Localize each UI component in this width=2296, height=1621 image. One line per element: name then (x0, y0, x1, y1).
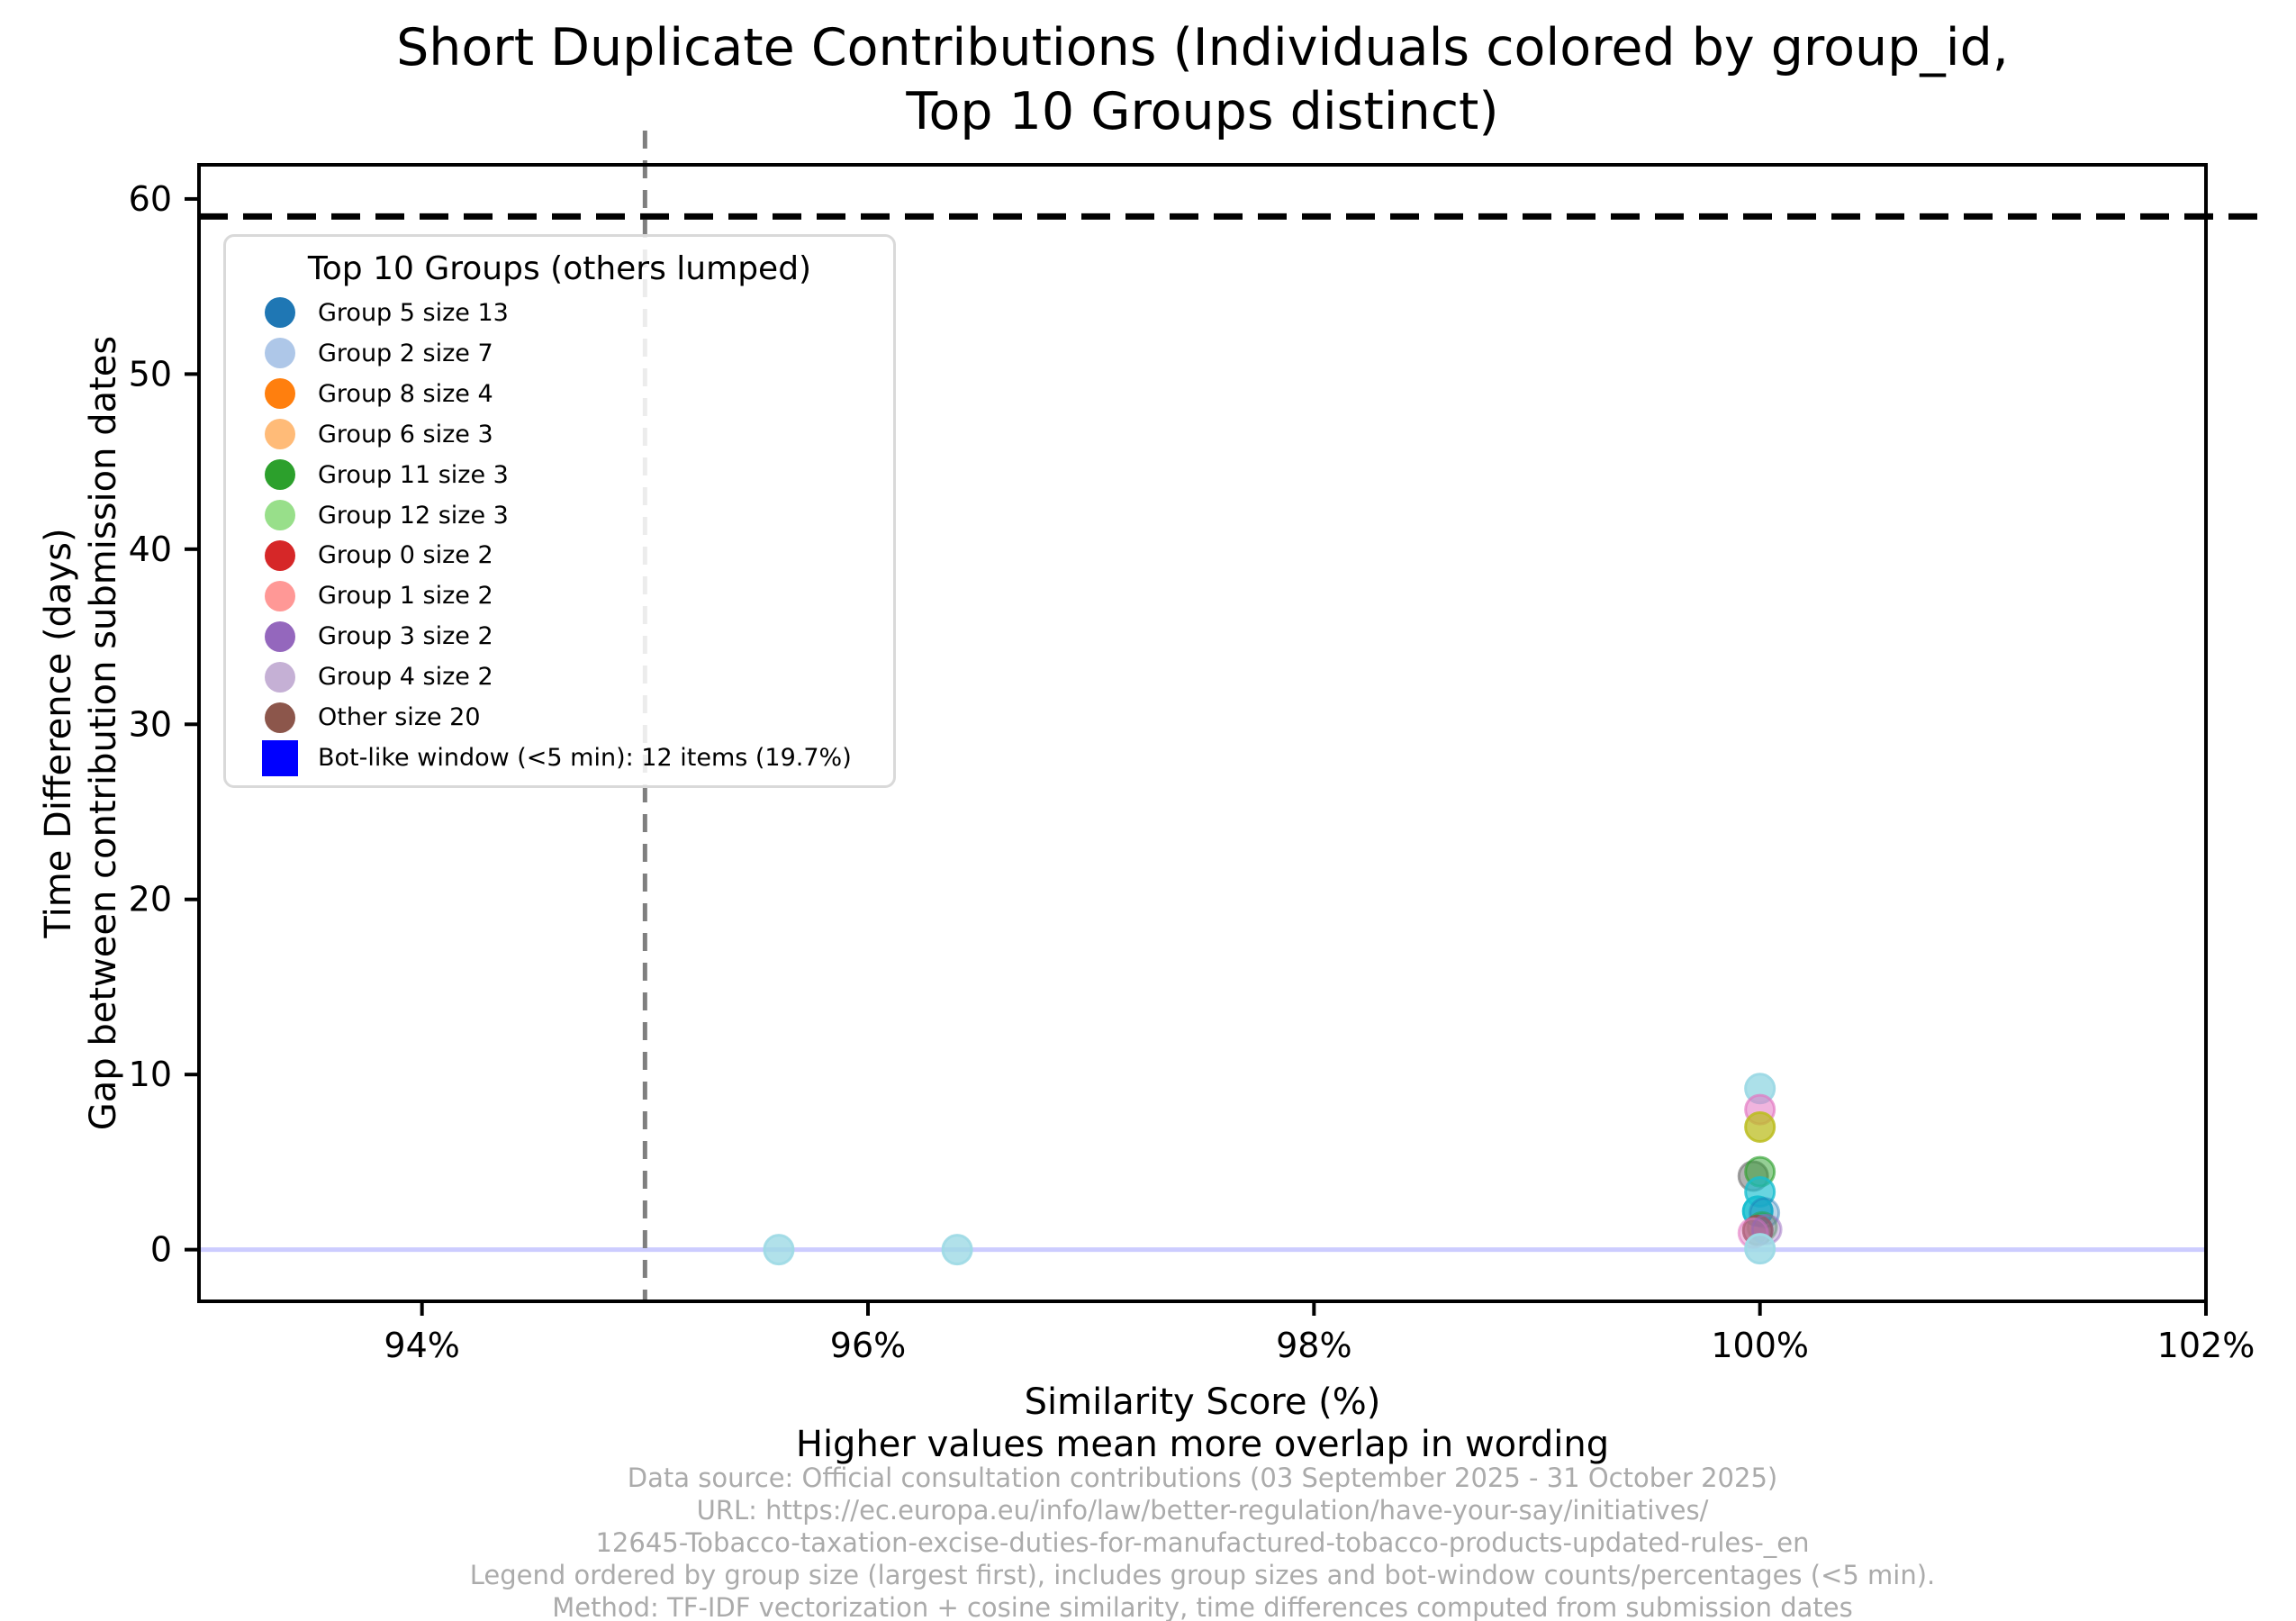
legend-item-label: Group 1 size 2 (318, 582, 493, 611)
legend-swatch-wrap (246, 539, 314, 571)
legend-item: Group 12 size 3 (226, 495, 893, 536)
legend-item-label: Group 12 size 3 (318, 501, 509, 530)
legend-item-label: Other size 20 (318, 703, 481, 732)
footnote-data-source: Data source: Official consultation contr… (627, 1463, 1778, 1493)
legend-swatch-wrap (246, 702, 314, 733)
legend-item-label: Group 3 size 2 (318, 622, 493, 651)
legend-swatch-wrap (246, 739, 314, 776)
scatter-point (763, 1234, 795, 1266)
footnote-method: Method: TF-IDF vectorization + cosine si… (552, 1591, 1853, 1621)
legend-circle-swatch (265, 500, 295, 531)
legend-swatch-wrap (246, 378, 314, 410)
legend-circle-swatch (265, 539, 295, 571)
legend-square-swatch (262, 739, 298, 776)
legend-circle-swatch (265, 580, 295, 611)
footnote-legend-note: Legend ordered by group size (largest fi… (469, 1559, 1936, 1590)
legend-item-label: Group 6 size 3 (318, 420, 493, 448)
legend-items: Group 5 size 13 Group 2 size 7 Group 8 siz… (226, 293, 893, 778)
legend-swatch-wrap (246, 297, 314, 329)
legend-circle-swatch (265, 419, 295, 450)
legend-swatch-wrap (246, 338, 314, 369)
footnotes: Data source: Official consultation contr… (199, 1463, 2206, 1621)
y-tick-label: 0 (150, 1230, 172, 1270)
legend-item-label: Group 8 size 4 (318, 379, 493, 408)
chart-title: Short Duplicate Contributions (Individua… (396, 18, 2009, 141)
y-tick-label: 20 (129, 880, 172, 919)
legend-item-label: Group 11 size 3 (318, 460, 509, 489)
legend-item: Group 5 size 13 (226, 293, 893, 333)
legend: Top 10 Groups (others lumped) Group 5 si… (223, 234, 896, 788)
y-tick-label: 50 (129, 354, 172, 394)
x-tick-label: 96% (830, 1326, 906, 1365)
legend-item: Group 0 size 2 (226, 536, 893, 576)
legend-circle-swatch (265, 702, 295, 733)
plot-border (197, 163, 2208, 1303)
legend-swatch-wrap (246, 661, 314, 693)
x-tick-label: 98% (1276, 1326, 1351, 1365)
y-tick-label: 60 (129, 179, 172, 219)
scatter-point (1744, 1233, 1776, 1265)
legend-swatch-wrap (246, 419, 314, 450)
legend-item-label: Group 0 size 2 (318, 541, 493, 570)
y-tick-label: 10 (129, 1055, 172, 1094)
legend-item: Group 3 size 2 (226, 616, 893, 657)
legend-item: Group 1 size 2 (226, 575, 893, 616)
legend-swatch-wrap (246, 620, 314, 652)
legend-item: Group 11 size 3 (226, 455, 893, 495)
legend-swatch-wrap (246, 459, 314, 491)
legend-item: Group 2 size 7 (226, 333, 893, 374)
x-tick-label: 94% (384, 1326, 459, 1365)
legend-circle-swatch (265, 661, 295, 693)
y-axis-label: Time Difference (days) Gap between contr… (38, 335, 124, 1131)
legend-item: Group 4 size 2 (226, 657, 893, 697)
legend-item: Bot-like window (<5 min): 12 items (19.7… (226, 738, 893, 778)
legend-item: Other size 20 (226, 697, 893, 738)
legend-circle-swatch (265, 620, 295, 652)
footnote-url: URL: https://ec.europa.eu/info/law/bette… (696, 1494, 1709, 1526)
legend-circle-swatch (265, 378, 295, 410)
x-tick-label: 102% (2157, 1326, 2255, 1365)
legend-circle-swatch (265, 459, 295, 491)
scatter-point (1744, 1111, 1776, 1144)
legend-circle-swatch (265, 297, 295, 329)
legend-item-label: Group 5 size 13 (318, 298, 509, 327)
legend-item: Group 6 size 3 (226, 414, 893, 455)
legend-item-label: Group 4 size 2 (318, 663, 493, 692)
y-tick-label: 30 (129, 704, 172, 744)
x-tick-label: 100% (1711, 1326, 1809, 1365)
y-tick-label: 40 (129, 530, 172, 569)
footnote-url-path: 12645-Tobacco-taxation-excise-duties-for… (595, 1526, 1810, 1558)
legend-circle-swatch (265, 338, 295, 369)
legend-item: Group 8 size 4 (226, 374, 893, 414)
legend-swatch-wrap (246, 580, 314, 611)
legend-swatch-wrap (246, 500, 314, 531)
legend-title: Top 10 Groups (others lumped) (307, 250, 812, 287)
legend-item-label: Group 2 size 7 (318, 339, 493, 367)
scatter-point (941, 1234, 973, 1266)
legend-item-label: Bot-like window (<5 min): 12 items (19.7… (318, 744, 852, 773)
x-axis-label: Similarity Score (%) Higher values mean … (795, 1381, 1610, 1466)
